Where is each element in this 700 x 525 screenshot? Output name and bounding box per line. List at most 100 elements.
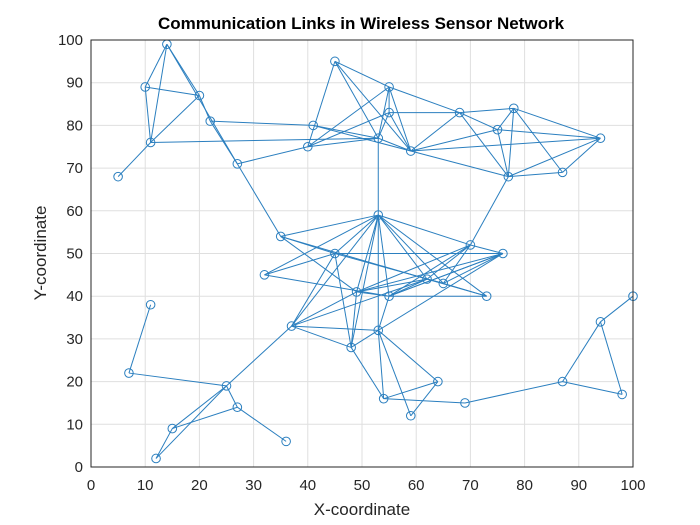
sensor-node <box>221 381 232 391</box>
sensor-node <box>460 398 470 408</box>
sensor-node <box>232 159 243 169</box>
link-line <box>210 120 314 126</box>
sensor-node <box>384 291 394 302</box>
y-tick-label: 100 <box>58 32 83 49</box>
y-tick-label: 20 <box>66 374 83 391</box>
link-line <box>307 86 390 148</box>
link-line <box>334 61 379 139</box>
chart-title: Communication Links in Wireless Sensor N… <box>158 14 565 33</box>
x-tick-label: 0 <box>87 477 95 494</box>
sensor-node <box>145 299 156 310</box>
link-line <box>313 124 379 139</box>
node-layer <box>113 39 638 464</box>
sensor-node <box>617 389 627 400</box>
link-line <box>280 214 379 237</box>
link-line <box>155 428 173 459</box>
x-tick-label: 50 <box>354 477 371 494</box>
x-tick-label: 100 <box>620 477 645 494</box>
link-line <box>171 385 227 429</box>
link-line <box>513 108 563 173</box>
link-line <box>410 137 601 152</box>
sensor-node <box>351 287 362 297</box>
sensor-node <box>194 90 205 101</box>
link-line <box>264 274 390 297</box>
link-line <box>150 137 379 143</box>
sensor-node <box>330 56 340 67</box>
link-line <box>226 325 292 387</box>
link-line <box>237 406 287 442</box>
link-line <box>388 86 460 114</box>
link-line <box>377 330 412 416</box>
link-line <box>377 86 390 139</box>
link-line <box>334 61 412 152</box>
link-line <box>144 44 168 88</box>
link-line <box>291 325 352 348</box>
tick-labels: 0 10 20 30 40 50 60 70 80 90 100 0 10 20 30 40 50 60 70 80 9… <box>58 32 646 494</box>
link-line <box>150 95 200 143</box>
link-line <box>600 295 634 323</box>
link-line <box>443 253 504 284</box>
x-tick-label: 20 <box>191 477 208 494</box>
link-line <box>410 129 498 152</box>
link-line <box>144 86 152 143</box>
sensor-node <box>151 453 161 464</box>
sensor-node <box>595 133 606 144</box>
sensor-node <box>557 167 568 178</box>
link-line <box>469 176 509 246</box>
y-tick-label: 0 <box>75 459 83 476</box>
link-line <box>150 44 168 143</box>
link-line <box>226 385 238 408</box>
y-axis-label: Y-coordinate <box>31 206 50 301</box>
y-tick-label: 10 <box>66 416 83 433</box>
link-line <box>280 236 357 293</box>
sensor-node <box>373 133 384 144</box>
link-line <box>291 325 379 331</box>
y-tick-label: 30 <box>66 331 83 348</box>
link-line <box>291 278 428 327</box>
link-line <box>388 253 504 297</box>
link-line <box>117 142 151 177</box>
link-line <box>334 214 379 254</box>
link-line <box>443 282 487 297</box>
sensor-node <box>205 116 216 126</box>
link-line <box>464 381 563 404</box>
link-line <box>377 215 390 297</box>
link-line <box>350 329 379 348</box>
y-tick-label: 50 <box>66 246 83 263</box>
y-tick-label: 90 <box>66 75 83 92</box>
link-line <box>562 137 601 173</box>
sensor-node <box>145 137 156 148</box>
link-line <box>383 398 466 404</box>
link-line <box>356 278 428 293</box>
link-line <box>350 214 379 348</box>
link-line <box>313 124 411 152</box>
link-line <box>334 253 352 348</box>
link-line <box>562 321 601 382</box>
sensor-node <box>259 270 270 280</box>
link-line <box>507 108 515 177</box>
link-line <box>459 112 498 131</box>
sensor-node <box>405 146 416 156</box>
link-line <box>459 112 509 177</box>
link-line <box>600 321 623 395</box>
link-line <box>356 244 471 293</box>
x-tick-label: 30 <box>245 477 262 494</box>
link-line <box>209 120 238 165</box>
link-line <box>236 163 282 237</box>
link-line <box>172 406 238 430</box>
link-line <box>237 146 308 165</box>
link-line <box>388 86 412 152</box>
link-line <box>264 214 379 276</box>
sensor-node <box>373 325 384 336</box>
link-line <box>350 291 358 348</box>
link-line <box>410 381 439 417</box>
sensor-node <box>275 231 286 242</box>
link-line <box>291 253 336 327</box>
link-line <box>388 112 412 152</box>
link-line <box>562 381 623 395</box>
link-line <box>377 296 390 331</box>
sensor-node <box>508 103 519 114</box>
sensor-node <box>498 248 508 259</box>
sensor-node <box>405 410 416 421</box>
sensor-node <box>346 342 356 353</box>
